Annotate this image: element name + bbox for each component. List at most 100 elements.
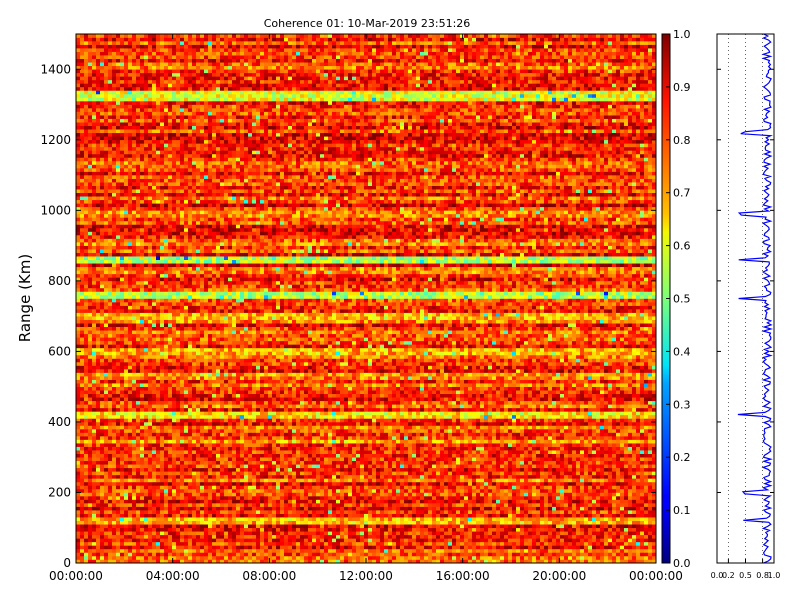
heatmap-cell [648,520,653,525]
heatmap-cell [544,471,549,476]
heatmap-cell [348,513,353,518]
heatmap-cell [404,481,409,486]
heatmap-cell [560,524,565,529]
heatmap-cell [132,527,137,532]
heatmap-cell [520,495,525,500]
heatmap-cell [556,503,561,507]
heatmap-cell [308,464,313,469]
heatmap-cell [192,488,197,493]
heatmap-cell [340,457,345,462]
heatmap-cell [104,524,109,529]
heatmap-cell [420,506,425,511]
heatmap-cell [428,545,433,550]
heatmap-cell [316,531,321,536]
heatmap-cell [412,541,417,546]
heatmap-cell [280,443,285,447]
heatmap-cell [248,443,253,447]
heatmap-cell [552,464,557,469]
heatmap-cell [200,517,205,521]
heatmap-cell [388,485,393,490]
heatmap-cell [332,464,337,469]
heatmap-cell [616,499,621,504]
heatmap-cell [248,446,253,451]
heatmap-cell [576,503,581,507]
heatmap-cell [352,478,357,483]
heatmap-cell [164,513,169,518]
heatmap-cell [436,485,441,490]
heatmap-cell [284,513,289,518]
heatmap-cell [84,481,89,486]
heatmap-cell [348,531,353,536]
heatmap-cell [652,471,657,476]
heatmap-cell [364,495,369,500]
heatmap-cell [148,450,153,454]
heatmap-cell [508,488,513,493]
heatmap-cell [240,517,245,521]
heatmap-cell [76,481,81,486]
heatmap-cell [472,457,477,462]
heatmap-cell [620,443,625,447]
heatmap-cell [576,541,581,546]
heatmap-cell [304,443,309,447]
heatmap-cell [632,555,637,560]
heatmap-cell [500,538,505,543]
heatmap-cell [180,450,185,454]
heatmap-cell [436,503,441,507]
heatmap-cell [644,510,649,514]
heatmap-cell [236,488,241,493]
heatmap-cell [156,559,161,564]
heatmap-cell [476,545,481,550]
heatmap-cell [648,446,653,451]
heatmap-cell [256,555,261,560]
heatmap-cell [556,471,561,476]
heatmap-cell [636,527,641,532]
heatmap-cell [148,548,153,553]
heatmap-cell [424,552,429,557]
heatmap-cell [640,488,645,493]
heatmap-cell [364,520,369,525]
heatmap-cell [520,524,525,529]
heatmap-cell [332,538,337,543]
heatmap-cell [500,446,505,451]
heatmap-cell [308,474,313,479]
heatmap-cell [132,478,137,483]
heatmap-cell [128,495,133,500]
heatmap-cell [584,524,589,529]
heatmap-cell [480,555,485,560]
heatmap-cell [376,481,381,486]
heatmap-cell [504,492,509,497]
heatmap-cell [232,450,237,454]
heatmap-cell [320,513,325,518]
heatmap-cell [556,464,561,469]
heatmap-cell [496,453,501,458]
heatmap-cell [424,495,429,500]
heatmap-cell [352,464,357,469]
heatmap-cell [588,527,593,532]
heatmap-cell [336,510,341,514]
heatmap-cell [328,559,333,564]
heatmap-cell [288,485,293,490]
heatmap-cell [396,520,401,525]
heatmap-cell [256,495,261,500]
heatmap-cell [228,446,233,451]
heatmap-cell [328,531,333,536]
heatmap-cell [396,548,401,553]
heatmap-cell [468,513,473,518]
heatmap-cell [272,460,277,465]
heatmap-cell [592,541,597,546]
heatmap-cell [288,488,293,493]
heatmap-cell [564,488,569,493]
heatmap-cell [572,541,577,546]
heatmap-cell [492,450,497,454]
heatmap-cell [100,481,105,486]
heatmap-cell [224,488,229,493]
heatmap-cell [540,464,545,469]
heatmap-cell [580,524,585,529]
heatmap-cell [604,443,609,447]
heatmap-cell [592,492,597,497]
heatmap-cell [244,527,249,532]
heatmap-cell [532,457,537,462]
heatmap-cell [216,464,221,469]
heatmap-cell [136,471,141,476]
heatmap-cell [308,471,313,476]
